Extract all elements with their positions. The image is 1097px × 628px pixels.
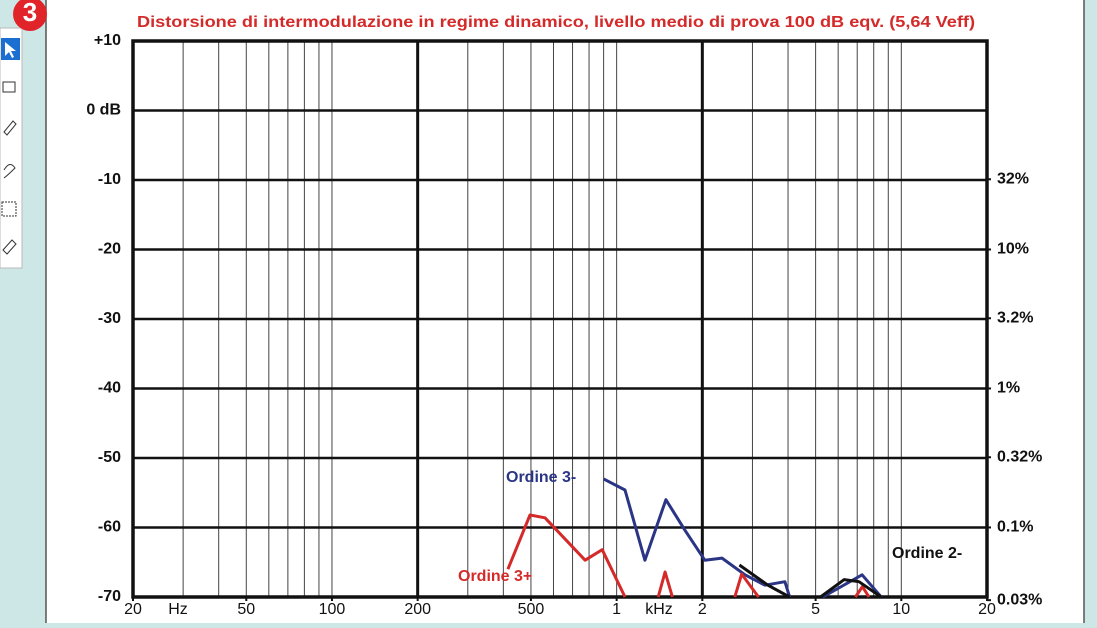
series-label: Ordine 2- (892, 545, 962, 562)
x-tick-label: 2 (698, 601, 707, 618)
y-tick-label: -30 (98, 310, 121, 327)
x-tick-label: 20 (124, 601, 142, 618)
badge-number: 3 (23, 0, 37, 27)
y-tick-label: -60 (98, 519, 121, 536)
x-tick-label: 20 (978, 601, 996, 618)
comment-tool[interactable] (2, 81, 16, 93)
y2-tick-label: 3.2% (997, 309, 1033, 326)
y-tick-label: -40 (98, 380, 121, 397)
chart-title: Distorsione di intermodulazione in regim… (137, 14, 975, 31)
draw-tool[interactable] (3, 164, 16, 179)
series-label: Ordine 3+ (458, 568, 532, 585)
x-tick-label: 1 (612, 601, 621, 618)
badge (13, 0, 47, 31)
y2-tick-label: 10% (997, 241, 1029, 258)
y2-tick-label: 0.32% (997, 448, 1042, 465)
series-line (738, 563, 883, 599)
y-tick-label: -20 (98, 241, 121, 258)
y2-tick-label: 0.1% (997, 519, 1033, 536)
series-label: Ordine 3- (506, 469, 576, 486)
sign-tool[interactable] (2, 239, 17, 255)
y-tick-label: +10 (94, 32, 121, 49)
x-tick-label: 200 (404, 601, 431, 618)
page-sheet (46, 0, 1084, 623)
y-tick-label: 0 dB (86, 102, 121, 119)
x-tick-label: 50 (237, 601, 255, 618)
plot-frame (131, 39, 989, 599)
y-tick-label: -70 (98, 588, 121, 605)
x-unit-label: Hz (168, 601, 188, 618)
text-tool[interactable] (1, 201, 17, 217)
toolbar (0, 27, 23, 269)
y2-tick-label: 32% (997, 170, 1029, 187)
y2-tick-label: 0.03% (997, 591, 1042, 608)
series-line (602, 477, 883, 599)
plot: +10 0 dB -10 -20 -30 -40 -50 -60 -70 32% 10% 3.2% 1%… (86, 32, 1042, 618)
y-tick-label: -10 (98, 171, 121, 188)
x-tick-label: 10 (892, 601, 910, 618)
cursor-icon (5, 42, 16, 58)
x-tick-label: 5 (811, 601, 820, 618)
x-tick-label: 500 (518, 601, 545, 618)
x-unit-label: kHz (645, 601, 673, 618)
y-tick-label: -50 (98, 449, 121, 466)
series-line (506, 513, 871, 598)
y2-tick-label: 1% (997, 380, 1020, 397)
x-tick-label: 100 (319, 601, 346, 618)
pen-tool[interactable] (3, 120, 17, 136)
toolbar-panel (0, 27, 23, 269)
